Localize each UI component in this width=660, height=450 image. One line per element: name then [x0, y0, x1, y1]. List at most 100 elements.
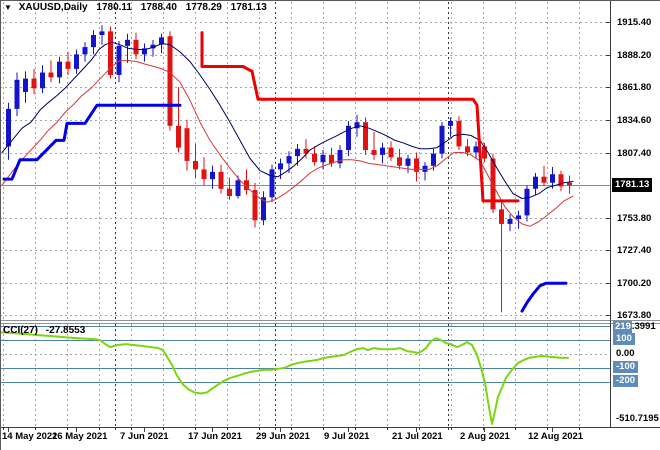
candle-body	[346, 125, 351, 151]
price-axis-label: 1834.60	[617, 114, 652, 126]
candle-body	[567, 182, 572, 186]
ohlc-close: 1781.13	[230, 2, 267, 13]
candle-body	[184, 128, 190, 161]
cci-axis-label: -510.7195	[616, 413, 659, 424]
price-axis-label: 1915.40	[617, 16, 652, 28]
symbol-period-label: XAUUSD,Daily	[18, 2, 88, 13]
candle-body	[252, 190, 258, 221]
price-axis-label: 1753.80	[617, 212, 652, 224]
ohlc-high: 1788.40	[140, 2, 177, 13]
time-axis-label: 26 May 2021	[52, 431, 108, 442]
trailing-support-line	[520, 281, 568, 313]
candle-body	[312, 153, 317, 163]
cci-axis-label: 100	[613, 333, 635, 345]
candle-body	[261, 197, 266, 221]
candle-body	[507, 219, 513, 224]
candle-body	[6, 108, 11, 147]
candle-body	[448, 120, 453, 126]
ohlc-open: 1780.11	[96, 2, 132, 13]
candle-body	[31, 78, 37, 89]
candle-body	[431, 153, 436, 166]
candle-body	[57, 61, 62, 78]
candle-body	[82, 47, 88, 55]
candle-body	[499, 209, 504, 224]
candle-body	[354, 122, 360, 129]
indicator-value: -27.8553	[45, 325, 86, 336]
candle-body	[150, 44, 156, 49]
candle-body	[473, 146, 479, 153]
candle-body	[465, 146, 470, 153]
price-axis-label: 1700.20	[617, 277, 652, 289]
candle-body	[320, 154, 326, 163]
chart-marker-icon: ▼	[4, 3, 12, 12]
cci-line	[0, 331, 569, 425]
candle-body	[116, 45, 122, 75]
candle-body	[371, 150, 377, 155]
candle-body	[482, 146, 487, 159]
candle-body	[380, 147, 385, 155]
candle-body	[405, 158, 411, 166]
price-axis-label: 1673.80	[617, 309, 652, 321]
price-axis-label: 1861.80	[617, 81, 652, 93]
candle-body	[524, 188, 530, 216]
candle-body	[269, 169, 275, 198]
candle-body	[48, 72, 54, 78]
candle-body	[558, 174, 564, 187]
cci-axis-label: 219.3991	[613, 321, 656, 333]
candle-body	[159, 37, 164, 45]
candle-body	[541, 176, 547, 183]
candle-body	[363, 122, 368, 151]
candle-body	[329, 154, 334, 164]
candle-body	[414, 158, 419, 172]
candle-body	[176, 125, 181, 148]
indicator-label: CCI(27) -27.8553	[3, 325, 90, 336]
candle-body	[533, 176, 538, 189]
candle-body	[388, 147, 394, 158]
ohlc-low: 1778.29	[185, 2, 222, 13]
candle-body	[516, 215, 521, 220]
candle-body	[91, 34, 96, 48]
time-axis-label: 7 Jun 2021	[120, 431, 169, 442]
chart-header: ▼ XAUUSD,Daily 1780.11 1788.40 1778.29 1…	[4, 2, 273, 13]
time-axis-label: 29 Jun 2021	[256, 431, 310, 442]
candle-body	[439, 125, 445, 154]
candle-body	[295, 148, 300, 157]
trailing-resistance-line	[200, 31, 520, 203]
candle-body	[99, 31, 105, 35]
time-axis-label: 9 Jul 2021	[324, 431, 370, 442]
price-axis-label: 1727.40	[617, 244, 652, 256]
candle-body	[14, 79, 20, 109]
candle-body	[303, 148, 309, 154]
candle-body	[337, 150, 343, 164]
candle-body	[133, 39, 139, 55]
candle-body	[227, 188, 232, 197]
cci-axis-label: -200	[613, 375, 639, 387]
candle-body	[218, 171, 224, 189]
candle-body	[193, 160, 198, 170]
current-price-chip: 1781.13	[612, 178, 653, 192]
candle-body	[167, 36, 173, 126]
candle-body	[210, 171, 215, 180]
candle-body	[550, 174, 555, 183]
candle-body	[142, 48, 147, 55]
candle-body	[278, 163, 283, 170]
time-axis-label: 2 Aug 2021	[460, 431, 510, 442]
cci-axis-label: 0.00	[616, 348, 635, 359]
candle-body	[65, 61, 71, 69]
candle-body	[74, 54, 79, 69]
candle-body	[108, 31, 113, 75]
candle-body	[23, 78, 28, 92]
candle-body	[456, 120, 462, 147]
time-axis-label: 17 Jun 2021	[188, 431, 242, 442]
cci-axis-label: -100	[613, 361, 639, 373]
candle-body	[422, 165, 428, 172]
candle-body	[235, 180, 241, 197]
indicator-name: CCI(27)	[3, 325, 39, 336]
price-axis-label: 1888.20	[617, 49, 652, 61]
candle-body	[125, 39, 130, 46]
candle-body	[201, 169, 207, 180]
candle-body	[286, 156, 292, 164]
candle-body	[40, 72, 45, 89]
